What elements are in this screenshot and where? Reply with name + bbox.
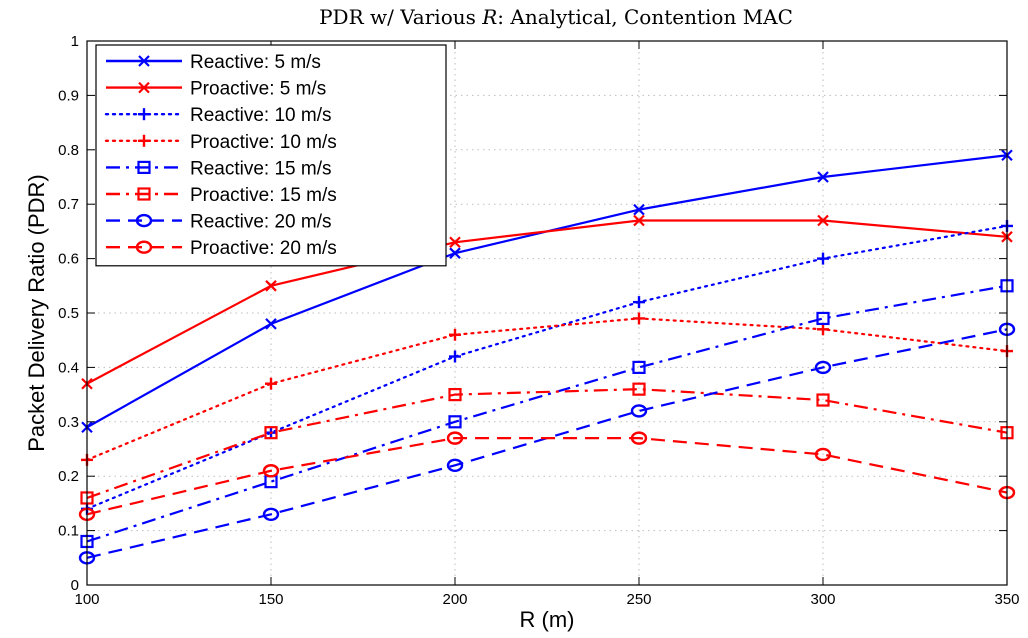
data-point	[630, 431, 648, 445]
data-point	[446, 431, 464, 445]
series-line	[86, 328, 1008, 559]
data-point	[633, 296, 645, 309]
legend-marker	[137, 187, 151, 201]
x-axis-label: R (m)	[520, 607, 575, 632]
x-tick-label: 150	[258, 591, 283, 608]
series-5	[80, 279, 1014, 549]
series-line	[86, 219, 1008, 385]
y-axis-label: Packet Delivery Ratio (PDR)	[24, 174, 49, 452]
y-tick-label: 1	[71, 33, 79, 50]
data-point	[630, 404, 648, 418]
data-point	[449, 236, 461, 249]
legend-entry: Proactive: 5 m/s	[106, 79, 326, 100]
y-tick-label: 0.6	[58, 251, 79, 268]
legend-marker	[138, 55, 150, 67]
x-tick-label: 100	[74, 591, 99, 608]
legend-label: Reactive: 20 m/s	[190, 212, 332, 233]
legend-marker	[138, 81, 150, 94]
data-point	[448, 415, 462, 429]
legend: Reactive: 5 m/s Proactive: 5 m/s Reactive:…	[95, 44, 447, 267]
series-7	[78, 322, 1016, 565]
legend-marker	[135, 213, 153, 228]
ticks: 100 150 200 250 300 350 0 0.1 0.2 0.3 0.4 0.5 0.6 0.7…	[58, 33, 1019, 608]
legend-entry: Proactive: 10 m/s	[104, 132, 337, 153]
data-point	[816, 393, 830, 407]
legend-entry: Reactive: 20 m/s	[106, 212, 332, 233]
legend-box	[95, 44, 447, 267]
data-point	[632, 360, 646, 374]
legend-label: Reactive: 5 m/s	[190, 52, 321, 73]
x-tick-label: 200	[442, 591, 467, 608]
legend-label: Proactive: 15 m/s	[190, 185, 337, 206]
legend-entry: Reactive: 15 m/s	[106, 158, 332, 179]
x-tick-label: 300	[810, 591, 835, 608]
series-line	[86, 284, 1008, 543]
y-tick-label: 0.9	[58, 87, 79, 104]
data-point	[816, 311, 830, 326]
legend-marker	[138, 134, 150, 147]
legend-label: Reactive: 15 m/s	[190, 158, 332, 179]
legend-marker	[135, 240, 153, 254]
data-point	[814, 360, 832, 375]
data-point	[262, 507, 280, 521]
y-tick-label: 0.1	[58, 523, 79, 540]
legend-label: Proactive: 20 m/s	[190, 238, 337, 259]
y-tick-label: 0.5	[58, 305, 79, 322]
x-tick-label: 250	[626, 591, 651, 608]
series-line	[85, 317, 1009, 461]
data-point	[449, 328, 461, 341]
data-point	[632, 382, 646, 396]
legend-entry: Reactive: 10 m/s	[104, 105, 332, 126]
y-tick-label: 0.4	[58, 359, 79, 376]
data-point	[265, 318, 277, 330]
data-point	[449, 350, 461, 363]
legend-label: Reactive: 10 m/s	[190, 105, 332, 126]
chart-title-suffix: : Analytical, Contention MAC	[497, 5, 793, 29]
y-tick-label: 0	[71, 577, 79, 594]
data-point	[633, 203, 645, 216]
data-point	[814, 447, 832, 462]
data-point	[817, 252, 829, 265]
data-point	[449, 247, 461, 259]
x-tick-label: 350	[994, 591, 1019, 608]
data-point	[817, 171, 829, 183]
data-point	[817, 214, 829, 227]
chart-title-prefix: PDR w/ Various	[319, 5, 482, 29]
data-point	[448, 388, 462, 402]
legend-marker	[138, 108, 150, 121]
legend-entry: Proactive: 20 m/s	[106, 238, 337, 259]
chart-title: PDR w/ Various R: Analytical, Contention…	[319, 5, 793, 29]
y-tick-label: 0.7	[58, 196, 79, 213]
data-point	[264, 426, 278, 440]
data-point	[265, 280, 277, 292]
data-point	[633, 214, 645, 227]
legend-label: Proactive: 5 m/s	[190, 79, 326, 100]
legend-entry: Proactive: 15 m/s	[106, 185, 337, 206]
chart-title-variable: R	[481, 5, 497, 29]
data-point	[633, 312, 645, 325]
series-4	[81, 312, 1013, 466]
data-point	[265, 377, 277, 390]
legend-label: Proactive: 10 m/s	[190, 132, 337, 153]
series-line	[86, 437, 1008, 516]
data-point	[446, 458, 464, 473]
legend-marker	[137, 160, 151, 174]
y-tick-label: 0.8	[58, 142, 79, 159]
data-point	[817, 323, 829, 336]
y-tick-label: 0.3	[58, 414, 79, 431]
y-tick-label: 0.2	[58, 468, 79, 485]
series-line	[86, 388, 1008, 499]
series-6	[80, 382, 1014, 505]
legend-entry: Reactive: 5 m/s	[106, 52, 321, 73]
data-point	[262, 464, 280, 478]
